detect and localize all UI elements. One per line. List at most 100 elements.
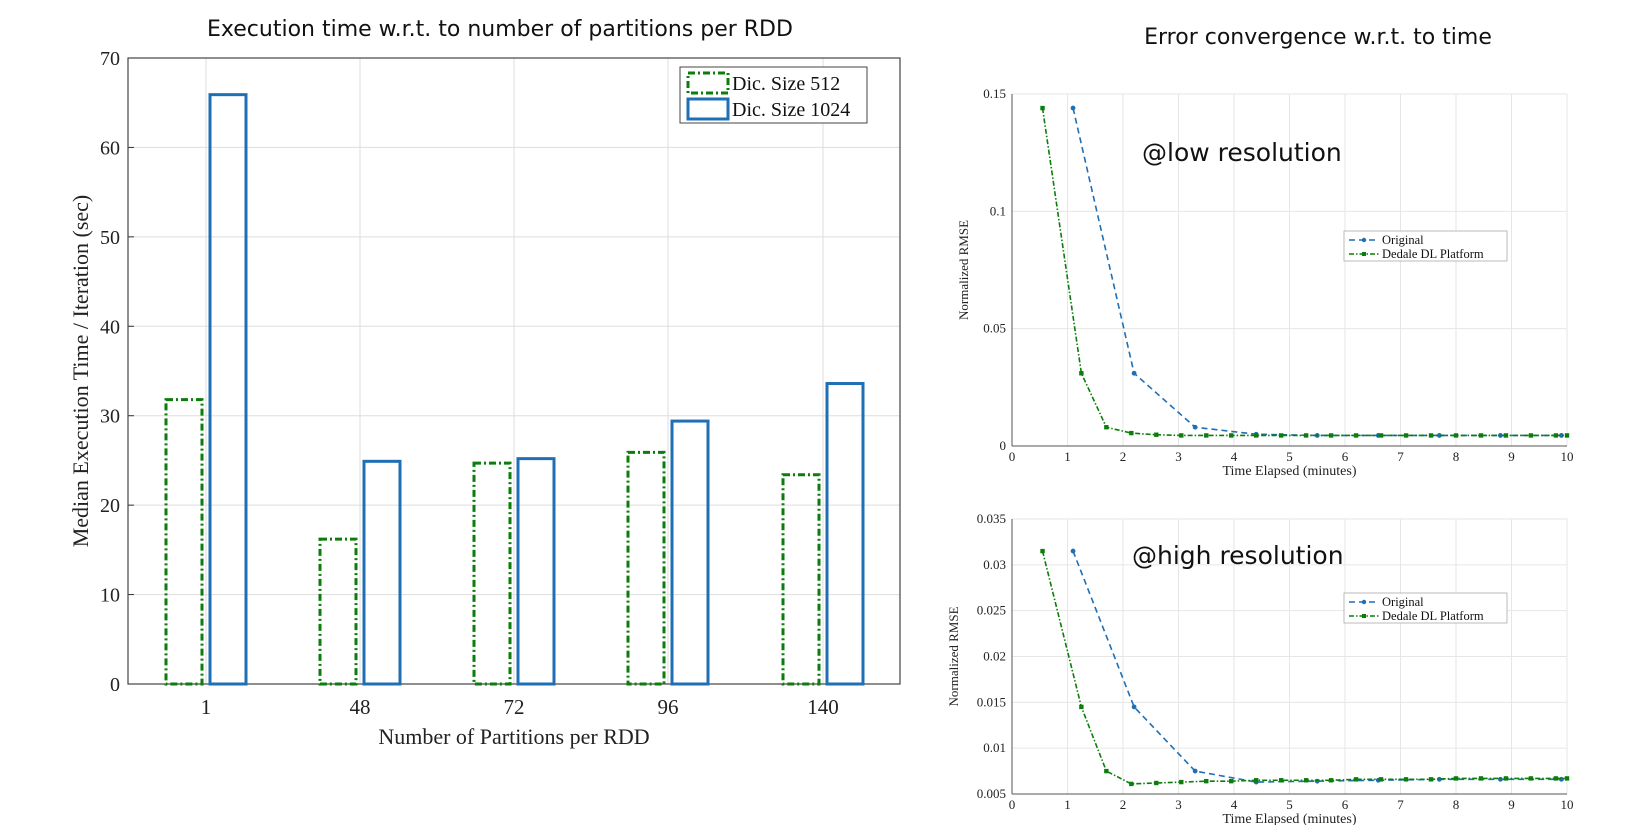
- x-tick-label: 7: [1397, 797, 1404, 812]
- bar-dic-1024: [208, 93, 248, 686]
- y-tick-label: 0.02: [983, 649, 1006, 664]
- data-point-dedale: [1453, 433, 1459, 438]
- bar-dic-512: [472, 461, 512, 686]
- y-tick-label: 0.035: [977, 511, 1006, 526]
- x-tick-label: 7: [1397, 449, 1404, 464]
- data-point-original: [1192, 768, 1198, 774]
- legend-box: [1343, 592, 1508, 624]
- data-point-original: [1070, 548, 1076, 554]
- data-point-original: [1070, 105, 1076, 111]
- data-point-dedale: [1040, 105, 1045, 111]
- data-point-dedale: [1328, 778, 1334, 783]
- legend-swatch: [686, 71, 730, 95]
- y-tick-label: 0.05: [983, 321, 1006, 336]
- legend-marker: [1361, 599, 1367, 605]
- legend-swatch: [686, 97, 730, 121]
- x-tick-label: 0: [1009, 449, 1016, 464]
- data-point-dedale: [1478, 776, 1484, 781]
- series-line-dedale: [1041, 107, 1567, 437]
- data-point-dedale: [1104, 768, 1109, 774]
- y-axis-label: Normalized RMSE: [946, 606, 961, 706]
- data-point-dedale: [1104, 425, 1109, 430]
- x-tick-label: 8: [1453, 449, 1460, 464]
- y-tick-label: 40: [100, 316, 120, 338]
- data-point-dedale: [1229, 433, 1234, 438]
- legend-box: [679, 66, 868, 124]
- data-point-original: [1559, 433, 1564, 438]
- x-tick-label: 72: [504, 695, 525, 719]
- legend-marker: [1362, 252, 1366, 256]
- y-tick-label: 0.03: [983, 557, 1006, 572]
- x-tick-label: 3: [1175, 449, 1182, 464]
- y-tick-label: 70: [100, 48, 120, 70]
- data-point-dedale: [1154, 780, 1159, 786]
- data-point-original: [1436, 433, 1442, 438]
- legend-marker: [1362, 614, 1366, 618]
- x-tick-label: 6: [1342, 797, 1349, 812]
- bar-dic-512: [318, 537, 358, 686]
- bar-dic-512: [164, 398, 204, 686]
- data-point-dedale: [1204, 778, 1209, 784]
- x-tick-label: 96: [658, 695, 679, 719]
- x-tick-label: 1: [201, 695, 212, 719]
- data-point-dedale: [1378, 433, 1384, 438]
- data-point-dedale: [1278, 778, 1284, 783]
- y-tick-label: 60: [100, 137, 120, 159]
- data-point-original: [1131, 704, 1137, 710]
- y-axis-label: Median Execution Time / Iteration (sec): [68, 195, 93, 548]
- bar-dic-1024: [670, 419, 710, 686]
- bar-legend: Dic. Size 512 Dic. Size 1024: [679, 66, 868, 124]
- y-tick-label: 0.1: [990, 203, 1006, 218]
- data-point-dedale: [1528, 776, 1534, 781]
- data-point-dedale: [1378, 777, 1384, 782]
- data-point-dedale: [1478, 433, 1484, 438]
- data-point-dedale: [1453, 776, 1459, 781]
- data-point-dedale: [1254, 433, 1259, 438]
- legend-box: [1343, 230, 1508, 262]
- x-tick-label: 9: [1508, 449, 1515, 464]
- x-tick-label: 140: [807, 695, 839, 719]
- data-point-dedale: [1303, 433, 1309, 438]
- data-point-dedale: [1503, 433, 1509, 438]
- legend-label: Original: [1382, 233, 1424, 247]
- series-line-original: [1072, 550, 1562, 783]
- x-tick-label: 4: [1231, 797, 1238, 812]
- legend-label: Dic. Size 512: [732, 73, 840, 95]
- data-point-dedale: [1553, 776, 1559, 781]
- data-point-original: [1192, 424, 1198, 430]
- bar-dic-512: [781, 473, 821, 686]
- y-tick-label: 30: [100, 406, 120, 428]
- data-point-dedale: [1129, 781, 1134, 787]
- x-axis-label: Time Elapsed (minutes): [1222, 464, 1356, 479]
- x-tick-label: 8: [1453, 797, 1460, 812]
- x-tick-label: 0: [1009, 797, 1016, 812]
- y-tick-label: 0.015: [977, 694, 1006, 709]
- resolution-annotation: @high resolution: [1132, 541, 1344, 570]
- y-tick-label: 10: [100, 585, 120, 607]
- x-axis-label: Time Elapsed (minutes): [1222, 812, 1356, 825]
- data-point-dedale: [1179, 433, 1184, 438]
- data-point-dedale: [1564, 776, 1570, 781]
- data-point-dedale: [1254, 778, 1259, 783]
- data-point-dedale: [1303, 778, 1309, 783]
- y-tick-label: 0.15: [983, 86, 1006, 101]
- legend-label: Dic. Size 1024: [732, 99, 850, 121]
- bar-dic-1024: [362, 459, 402, 686]
- y-tick-label: 20: [100, 495, 120, 517]
- legend-label: Dedale DL Platform: [1382, 609, 1484, 623]
- legend-label: Original: [1382, 595, 1424, 609]
- x-tick-label: 4: [1231, 449, 1238, 464]
- x-tick-label: 6: [1342, 449, 1349, 464]
- data-point-dedale: [1353, 433, 1359, 438]
- x-tick-label: 3: [1175, 797, 1182, 812]
- resolution-annotation: @low resolution: [1142, 138, 1342, 167]
- x-tick-label: 10: [1561, 449, 1574, 464]
- data-point-dedale: [1079, 371, 1084, 376]
- data-point-dedale: [1403, 433, 1409, 438]
- data-point-dedale: [1428, 777, 1434, 782]
- y-tick-label: 0.025: [977, 603, 1006, 618]
- data-point-dedale: [1328, 433, 1334, 438]
